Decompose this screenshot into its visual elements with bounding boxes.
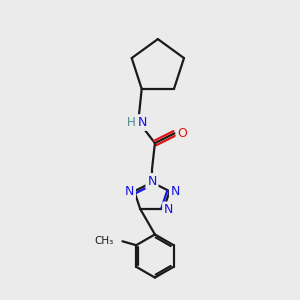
Text: N: N — [137, 116, 147, 129]
Text: H: H — [127, 116, 136, 129]
Text: N: N — [171, 185, 180, 198]
Text: N: N — [164, 203, 173, 216]
Text: O: O — [178, 127, 187, 140]
Text: CH₃: CH₃ — [94, 236, 114, 246]
Text: N: N — [147, 175, 157, 188]
Text: N: N — [125, 185, 134, 198]
